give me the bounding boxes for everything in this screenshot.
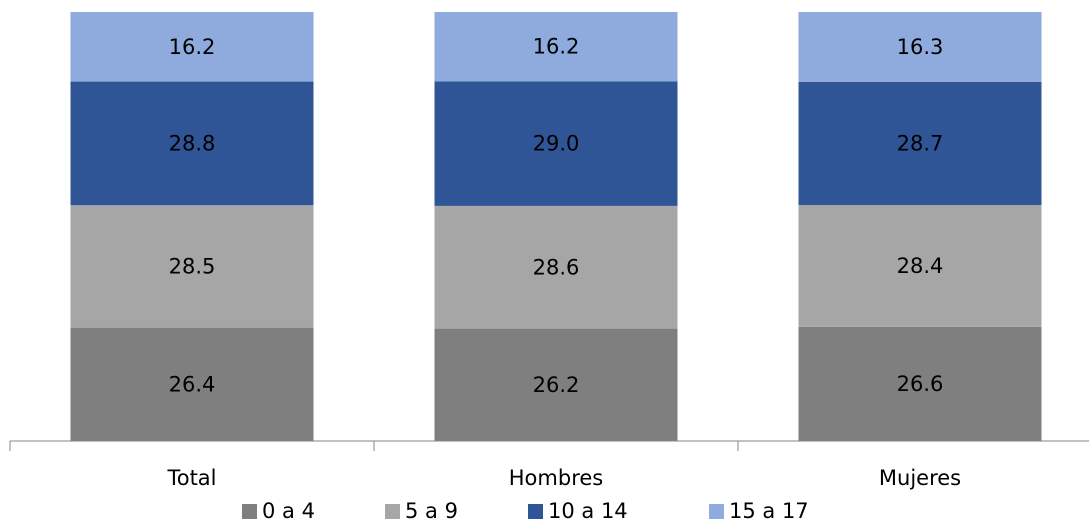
data-label-hombres-15-a-17: 16.2 <box>533 35 580 59</box>
category-label-hombres: Hombres <box>509 466 603 490</box>
x-axis <box>9 440 1089 451</box>
bar-mujeres-10-a-14 <box>798 81 1042 206</box>
bar-mujeres-0-a-4 <box>798 326 1042 441</box>
legend-label-5-a-9: 5 a 9 <box>405 499 458 522</box>
bar-total-10-a-14 <box>70 81 314 206</box>
data-label-hombres-5-a-9: 28.6 <box>533 255 580 279</box>
legend-swatch-0-a-4 <box>242 504 257 519</box>
data-label-mujeres-15-a-17: 16.3 <box>897 35 944 59</box>
bar-hombres-0-a-4 <box>434 328 678 441</box>
bar-total-15-a-17 <box>70 12 314 82</box>
data-label-hombres-0-a-4: 26.2 <box>533 373 580 397</box>
bars-group: 26.4 28.5 28.8 16.2 26.2 28.6 29.0 16.2 26.6 28.4… <box>70 12 1042 441</box>
legend-swatch-15-a-17 <box>709 504 724 519</box>
bar-mujeres-5-a-9 <box>798 205 1042 327</box>
legend-swatch-10-a-14 <box>528 504 543 519</box>
bar-hombres-5-a-9 <box>434 205 678 329</box>
data-label-mujeres-0-a-4: 26.6 <box>897 372 944 396</box>
category-label-total: Total <box>166 466 216 490</box>
bar-hombres-15-a-17 <box>434 12 678 82</box>
legend-label-0-a-4: 0 a 4 <box>262 499 315 522</box>
bar-total-5-a-9 <box>70 205 314 328</box>
bar-hombres-10-a-14 <box>434 81 678 206</box>
bar-mujeres-15-a-17 <box>798 12 1042 82</box>
data-label-mujeres-5-a-9: 28.4 <box>897 254 944 278</box>
data-label-total-0-a-4: 26.4 <box>169 372 216 396</box>
category-label-mujeres: Mujeres <box>879 466 961 490</box>
category-labels: Total Hombres Mujeres <box>166 466 961 490</box>
data-label-mujeres-10-a-14: 28.7 <box>897 131 944 155</box>
legend-label-15-a-17: 15 a 17 <box>729 499 809 522</box>
legend-swatch-5-a-9 <box>385 504 400 519</box>
legend: 0 a 4 5 a 9 10 a 14 15 a 17 <box>242 499 809 522</box>
data-label-total-5-a-9: 28.5 <box>169 254 216 278</box>
bar-total-0-a-4 <box>70 327 314 441</box>
data-label-total-10-a-14: 28.8 <box>169 131 216 155</box>
data-label-total-15-a-17: 16.2 <box>169 35 216 59</box>
legend-label-10-a-14: 10 a 14 <box>548 499 628 522</box>
data-label-hombres-10-a-14: 29.0 <box>533 132 580 156</box>
